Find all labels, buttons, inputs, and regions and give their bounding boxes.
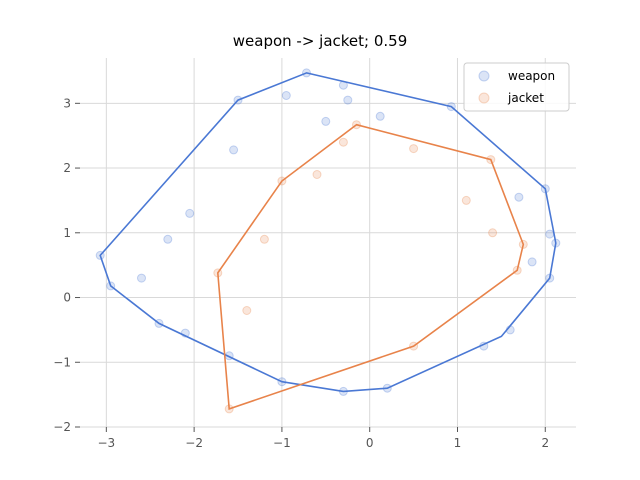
chart-title: weapon -> jacket; 0.59 <box>232 32 408 50</box>
data-point-weapon <box>527 257 537 267</box>
x-tick-label: 2 <box>541 436 549 450</box>
data-point-jacket <box>461 195 471 205</box>
y-tick-label: 0 <box>63 291 71 305</box>
data-point-jacket <box>409 144 419 154</box>
data-point-jacket <box>259 234 269 244</box>
x-tick-label: 0 <box>366 436 374 450</box>
y-tick-label: 2 <box>63 161 71 175</box>
x-tick-label: −2 <box>185 436 203 450</box>
data-point-weapon <box>343 95 353 105</box>
grid <box>80 58 576 428</box>
data-point-jacket <box>488 228 498 238</box>
y-tick-label: 1 <box>63 226 71 240</box>
y-tick-label: 3 <box>63 96 71 110</box>
legend: weapon jacket <box>463 62 570 112</box>
hull-weapon <box>99 72 557 393</box>
series-weapon-points <box>95 68 561 396</box>
data-point-weapon <box>185 208 195 218</box>
data-point-weapon <box>163 234 173 244</box>
series-jacket-points <box>213 120 528 414</box>
data-point-weapon <box>281 91 291 100</box>
legend-marker-jacket <box>478 92 490 104</box>
x-tick-label: 1 <box>454 436 462 450</box>
hulls-layer <box>99 72 557 410</box>
data-point-weapon <box>321 116 331 126</box>
data-point-weapon <box>514 192 524 202</box>
y-tick-label: −2 <box>53 420 71 434</box>
x-tick-label: −1 <box>273 436 291 450</box>
y-tick-label: −1 <box>53 355 71 369</box>
legend-label-weapon: weapon <box>508 69 555 83</box>
data-point-weapon <box>229 145 239 155</box>
legend-marker-weapon <box>478 70 490 82</box>
data-point-jacket <box>338 137 348 147</box>
data-point-jacket <box>242 306 252 315</box>
points-layer <box>95 68 561 414</box>
legend-label-jacket: jacket <box>507 91 544 105</box>
data-point-weapon <box>545 229 555 239</box>
data-point-jacket <box>312 170 322 179</box>
x-tick-label: −3 <box>97 436 115 450</box>
legend-box <box>463 62 570 112</box>
data-point-weapon <box>375 111 385 121</box>
data-point-weapon <box>137 273 146 283</box>
axes: −3 −2 −1 0 1 2 −2 −1 0 1 2 3 <box>53 96 549 450</box>
hull-jacket <box>216 123 525 410</box>
